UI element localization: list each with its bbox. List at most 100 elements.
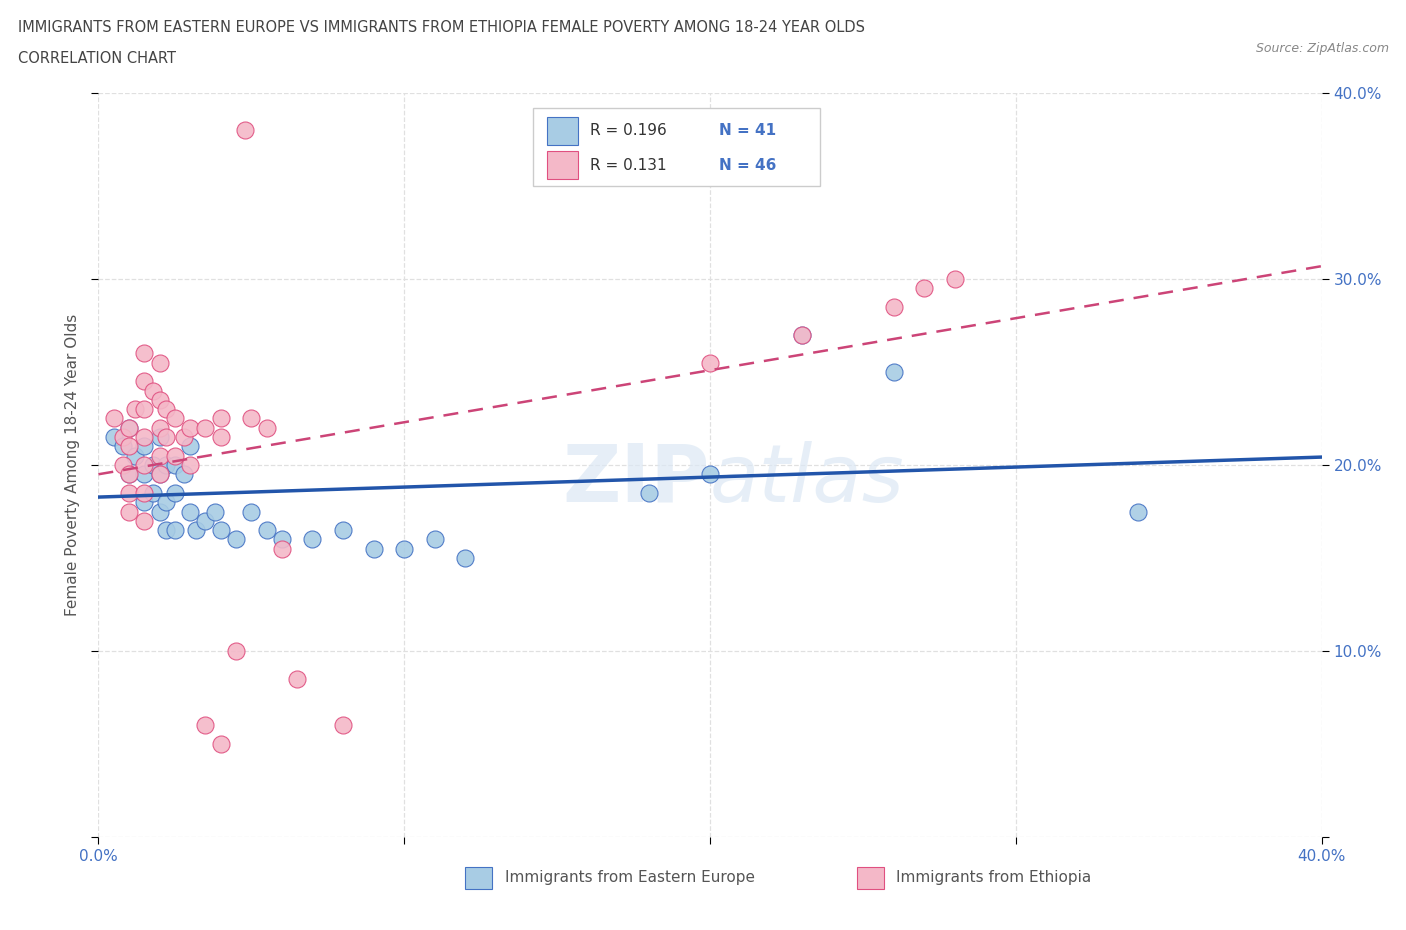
FancyBboxPatch shape [856, 867, 884, 889]
Point [179, 504, 201, 519]
Point [637, 485, 661, 500]
Point [194, 420, 217, 435]
Point [163, 448, 186, 463]
Text: Immigrants from Ethiopia: Immigrants from Ethiopia [896, 870, 1091, 885]
Point [118, 439, 141, 454]
Point [270, 532, 292, 547]
Point [883, 299, 905, 314]
Point [149, 420, 172, 435]
FancyBboxPatch shape [465, 867, 492, 889]
Point [363, 541, 385, 556]
Point [134, 439, 156, 454]
Point [142, 485, 165, 500]
Point [134, 346, 156, 361]
Point [118, 467, 141, 482]
Text: N = 46: N = 46 [718, 158, 776, 173]
Point [163, 458, 186, 472]
Point [285, 671, 308, 686]
Text: Immigrants from Eastern Europe: Immigrants from Eastern Europe [505, 870, 755, 885]
Point [149, 504, 172, 519]
Point [790, 327, 813, 342]
Point [155, 402, 177, 417]
Point [699, 467, 721, 482]
Point [454, 551, 477, 565]
Point [155, 495, 177, 510]
Text: CORRELATION CHART: CORRELATION CHART [18, 51, 176, 66]
Text: N = 41: N = 41 [718, 124, 776, 139]
Point [173, 430, 195, 445]
Point [209, 737, 232, 751]
Point [134, 430, 156, 445]
FancyBboxPatch shape [533, 108, 820, 186]
Point [134, 458, 156, 472]
Point [134, 402, 156, 417]
Point [256, 420, 278, 435]
FancyBboxPatch shape [547, 117, 578, 145]
Point [149, 467, 172, 482]
Text: atlas: atlas [710, 441, 905, 519]
Point [149, 355, 172, 370]
Point [111, 458, 134, 472]
Point [134, 513, 156, 528]
Point [179, 458, 201, 472]
Point [233, 123, 256, 138]
Point [124, 402, 146, 417]
Text: R = 0.196: R = 0.196 [591, 124, 666, 139]
Point [194, 718, 217, 733]
Point [134, 374, 156, 389]
Point [142, 383, 165, 398]
Point [240, 504, 263, 519]
Point [332, 523, 354, 538]
Point [699, 355, 721, 370]
Point [103, 411, 125, 426]
FancyBboxPatch shape [547, 151, 578, 179]
Point [423, 532, 446, 547]
Point [194, 513, 217, 528]
Point [111, 430, 134, 445]
Point [155, 523, 177, 538]
Point [149, 448, 172, 463]
Text: IMMIGRANTS FROM EASTERN EUROPE VS IMMIGRANTS FROM ETHIOPIA FEMALE POVERTY AMONG : IMMIGRANTS FROM EASTERN EUROPE VS IMMIGR… [18, 20, 865, 35]
Point [256, 523, 278, 538]
Point [1128, 504, 1150, 519]
Point [142, 458, 165, 472]
Y-axis label: Female Poverty Among 18-24 Year Olds: Female Poverty Among 18-24 Year Olds [65, 314, 80, 617]
Point [209, 430, 232, 445]
Point [124, 448, 146, 463]
Point [155, 458, 177, 472]
Point [118, 485, 141, 500]
Point [912, 281, 935, 296]
Point [103, 430, 125, 445]
Point [118, 504, 141, 519]
Point [179, 439, 201, 454]
Point [790, 327, 813, 342]
Point [883, 365, 905, 379]
Text: R = 0.131: R = 0.131 [591, 158, 666, 173]
Text: ZIP: ZIP [562, 441, 710, 519]
Point [134, 467, 156, 482]
Point [173, 467, 195, 482]
Point [209, 523, 232, 538]
Point [149, 430, 172, 445]
Point [149, 467, 172, 482]
Point [163, 523, 186, 538]
Point [118, 420, 141, 435]
Point [943, 272, 966, 286]
Point [240, 411, 263, 426]
Point [204, 504, 226, 519]
Point [332, 718, 354, 733]
Point [225, 532, 247, 547]
Point [118, 467, 141, 482]
Point [134, 495, 156, 510]
Point [163, 485, 186, 500]
Point [111, 439, 134, 454]
Point [163, 411, 186, 426]
Point [179, 420, 201, 435]
Point [270, 541, 292, 556]
Point [134, 485, 156, 500]
Point [149, 392, 172, 407]
Point [209, 411, 232, 426]
Point [155, 430, 177, 445]
Point [186, 523, 208, 538]
Text: Source: ZipAtlas.com: Source: ZipAtlas.com [1256, 42, 1389, 55]
